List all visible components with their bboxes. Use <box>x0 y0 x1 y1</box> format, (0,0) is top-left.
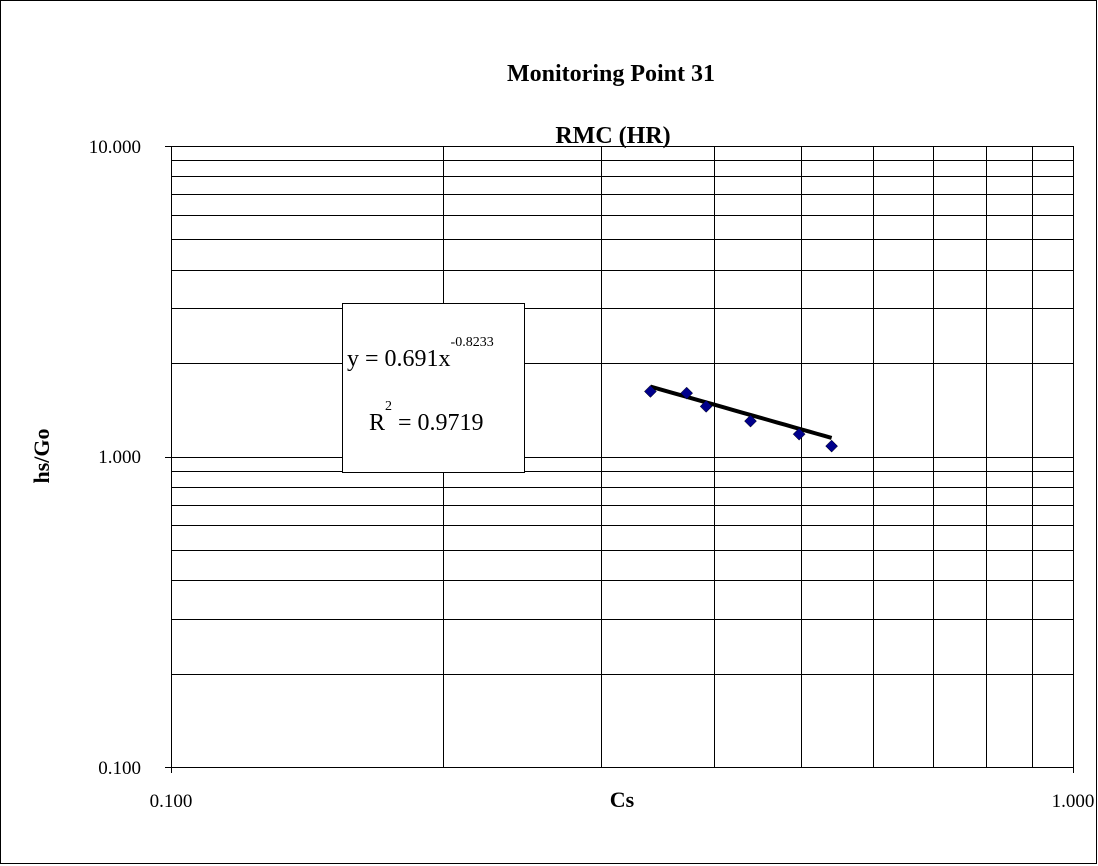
data-point <box>680 386 694 400</box>
trendline-equation-box: y = 0.691x-0.8233 R2 = 0.9719 <box>342 303 525 473</box>
equation-exponent: -0.8233 <box>450 335 494 350</box>
data-point <box>699 400 713 413</box>
data-point <box>825 439 838 453</box>
y-tick-label-10: 10.000 <box>89 137 141 158</box>
point-layer <box>644 385 838 453</box>
data-point <box>644 385 657 398</box>
r-squared: R2 = 0.9719 <box>369 399 484 437</box>
r2-exponent: 2 <box>385 399 393 414</box>
x-tick-label-1: 1.000 <box>1052 791 1095 812</box>
axis-layer <box>165 146 1074 773</box>
x-axis-title: Cs <box>610 787 635 812</box>
trend-layer <box>649 384 833 440</box>
grid-layer <box>171 146 1074 768</box>
trendline-equation: y = 0.691x-0.8233 <box>347 335 494 373</box>
chart-subtitle: RMC (HR) <box>555 123 670 149</box>
y-tick-label-0-1: 0.100 <box>98 758 141 779</box>
data-point <box>744 414 757 428</box>
r2-prefix: R <box>369 410 386 436</box>
data-point <box>792 427 806 441</box>
r2-suffix: = 0.9719 <box>392 410 484 436</box>
trendline <box>649 384 833 440</box>
chart-title: Monitoring Point 31 <box>507 61 715 87</box>
x-tick-label-0-1: 0.100 <box>150 791 193 812</box>
y-tick-label-1: 1.000 <box>98 447 141 468</box>
equation-prefix: y = 0.691x <box>347 346 451 372</box>
y-axis-title: hs/Go <box>29 428 54 483</box>
